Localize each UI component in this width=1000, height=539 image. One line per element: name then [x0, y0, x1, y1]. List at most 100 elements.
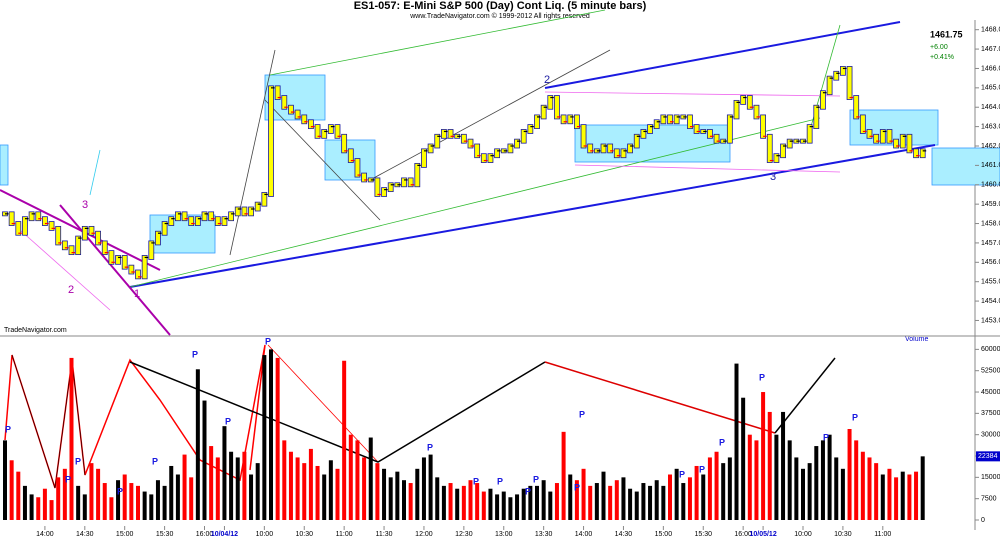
volume-bar: [388, 477, 393, 520]
volume-bar: [767, 411, 772, 520]
pivot-label: P: [427, 442, 433, 452]
volume-bar: [860, 451, 865, 520]
price-bar: [55, 225, 62, 246]
price-bar: [866, 129, 873, 139]
price-bar: [773, 153, 780, 163]
volume-bar: [315, 465, 320, 520]
volume-bar: [16, 471, 21, 520]
volume-bar: [754, 440, 759, 520]
price-bar: [760, 114, 766, 139]
volume-bar: [62, 468, 67, 520]
volume-bar: [102, 483, 107, 520]
volume-bar: [82, 494, 87, 520]
price-bar: [560, 114, 567, 125]
volume-bar: [734, 363, 739, 520]
price-bar: [281, 95, 288, 110]
price-bar: [101, 240, 108, 256]
volume-bar: [681, 483, 686, 520]
y-tick-label: 52500: [981, 368, 1000, 375]
x-tick-label: 14:00: [575, 531, 593, 538]
volume-bar: [907, 474, 912, 520]
volume-bar: [867, 457, 872, 520]
pivot-label: P: [65, 474, 71, 484]
volume-bar: [801, 468, 805, 520]
volume-bar: [707, 457, 712, 520]
price-bar: [806, 124, 813, 144]
price-bar: [374, 177, 381, 197]
x-tick-label: 14:00: [36, 531, 54, 538]
price-bar: [653, 119, 660, 130]
price-bar: [427, 143, 434, 154]
volume-bar: [435, 477, 440, 520]
price-bar: [168, 216, 175, 226]
price-bar: [507, 143, 514, 154]
pivot-label: P: [265, 336, 271, 346]
volume-bar: [554, 483, 559, 520]
y-tick-label: 1462.00: [981, 143, 1000, 150]
y-tick-label: 1465.00: [981, 85, 1000, 92]
x-tick-label: 10/05/12: [749, 531, 776, 538]
price-bar: [188, 216, 195, 226]
price-bar: [354, 158, 361, 178]
volume-bar: [22, 485, 27, 520]
volume-bar: [342, 360, 347, 520]
price-bar: [713, 133, 720, 144]
volume-bar: [668, 474, 672, 520]
price-bar: [886, 129, 893, 144]
pivot-label: P: [192, 349, 198, 359]
volume-bar: [495, 494, 500, 520]
price-bar: [314, 124, 321, 139]
price-bar: [181, 211, 188, 222]
volume-bar: [441, 485, 446, 520]
pivot-label: P: [579, 409, 585, 419]
price-bar: [740, 95, 747, 105]
volume-bar: [714, 451, 719, 520]
volume-bar: [322, 474, 327, 520]
price-bar: [421, 148, 427, 168]
volume-bar: [461, 485, 466, 520]
volume-bar: [807, 463, 812, 520]
x-tick-label: 15:30: [156, 531, 174, 538]
price-bar: [447, 129, 454, 139]
trend-lines: [0, 9, 936, 336]
volume-bar: [202, 400, 207, 520]
wave-label: 3: [82, 199, 88, 211]
price-bar: [108, 250, 115, 265]
price-bar: [527, 124, 534, 134]
price-bar: [487, 153, 494, 163]
x-tick-label: 14:30: [76, 531, 94, 538]
y-tick-label: 60000: [981, 346, 1000, 353]
volume-bar: [894, 477, 899, 520]
price-bar: [407, 177, 414, 188]
volume-bar: [302, 463, 307, 520]
volume-bar: [501, 491, 506, 520]
price-bar: [35, 211, 42, 222]
price-bar: [460, 133, 467, 144]
y-tick-label: 1468.00: [981, 27, 1000, 34]
pivot-label: P: [719, 437, 725, 447]
pivot-label: P: [117, 486, 123, 496]
y-tick-label: 37500: [981, 410, 1000, 417]
price-bar: [494, 148, 501, 159]
y-tick-label: 0: [981, 517, 985, 524]
volume-bar: [794, 457, 799, 520]
y-tick-label: 1463.00: [981, 123, 1000, 130]
volume-bar: [249, 474, 254, 520]
pivot-label: P: [5, 424, 11, 434]
last-price: 1461.75: [930, 29, 963, 39]
wave-label: 1: [134, 288, 140, 300]
volume-bar: [674, 468, 679, 520]
volume-bar: [701, 474, 706, 520]
volume-bar: [561, 431, 566, 520]
price-bar: [341, 133, 348, 154]
price-bar: [135, 269, 141, 280]
price-bar: [667, 114, 673, 125]
y-tick-label: 15000: [981, 474, 1000, 481]
price-bar: [307, 119, 314, 130]
volume-bar: [129, 483, 134, 520]
price-bar: [574, 114, 580, 130]
volume-bar: [288, 451, 293, 520]
price-bar: [640, 129, 647, 139]
price-bar: [474, 143, 481, 159]
price-bar: [899, 133, 906, 149]
